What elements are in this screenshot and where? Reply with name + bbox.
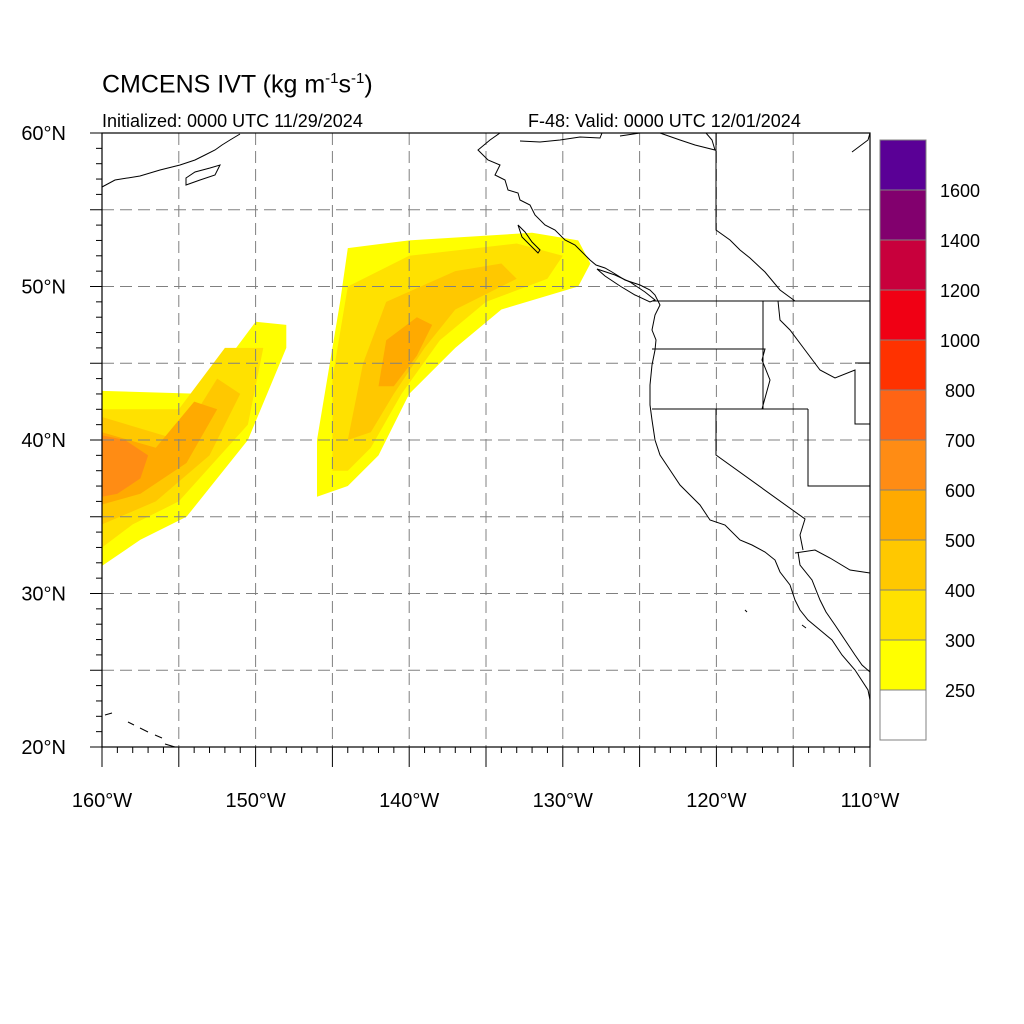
colorbar-label: 800	[945, 381, 975, 401]
lon-tick-label: 150°W	[225, 790, 285, 812]
lon-tick-label: 110°W	[841, 790, 900, 812]
colorbar-box	[879, 189, 927, 241]
ivt-contour-east-400	[347, 263, 517, 440]
axis-ticks	[90, 132, 871, 767]
colorbar-box	[879, 539, 927, 591]
lat-tick-label: 30°N	[21, 584, 66, 606]
colorbar-label: 1200	[940, 281, 980, 301]
lon-tick-label: 120°W	[686, 790, 746, 812]
us-mexico-border	[794, 549, 870, 574]
hawaii-islands	[104, 712, 176, 747]
valid-time-subtitle: F-48: Valid: 0000 UTC 12/01/2024	[528, 111, 801, 131]
gulf-of-california-islands	[744, 609, 807, 629]
bc-alberta-border	[715, 133, 796, 302]
colorbar-label: 1000	[940, 331, 980, 351]
utah-arizona-border	[807, 409, 870, 487]
lon-tick-label: 160°W	[72, 790, 132, 812]
initialized-subtitle: Initialized: 0000 UTC 11/29/2024	[102, 111, 363, 131]
alaska-coastline	[102, 133, 241, 188]
baja-california-coast	[797, 551, 870, 673]
colorbar-label: 700	[945, 431, 975, 451]
lon-tick-label: 140°W	[379, 790, 439, 812]
colorbar-box	[879, 639, 927, 691]
colorbar-box	[879, 439, 927, 491]
colorbar-box	[879, 289, 927, 341]
colorbar-label: 600	[945, 481, 975, 501]
ivt-shading	[102, 232, 591, 566]
axis-labels: 160°W 150°W 140°W 130°W 120°W 110°W 20°N 30°N 40…	[21, 123, 899, 812]
chart-title: CMCENS IVT (kg m-1s-1)	[102, 70, 373, 99]
colorbar-box	[879, 389, 927, 441]
colorbar-box	[879, 689, 927, 741]
lat-tick-label: 40°N	[21, 430, 66, 452]
colorbar-label: 1600	[940, 181, 980, 201]
colorbar-label: 500	[945, 531, 975, 551]
colorbar-box	[879, 589, 927, 641]
colorbar-label: 1400	[940, 231, 980, 251]
ivt-contour-east-500	[378, 317, 433, 387]
colorbar-label: 400	[945, 581, 975, 601]
colorbar-box	[879, 139, 927, 191]
lon-tick-label: 130°W	[533, 790, 593, 812]
nevada-california-border	[715, 409, 806, 551]
colorbar: 250 300 400 500 600 700 800 1000 1200 1400 1600	[879, 139, 980, 741]
lat-tick-label: 60°N	[21, 123, 66, 145]
colorbar-box	[879, 339, 927, 391]
colorbar-box	[879, 239, 927, 291]
oregon-border	[652, 348, 808, 410]
colorbar-box	[879, 489, 927, 541]
political-borders	[652, 133, 870, 574]
lat-lon-gridlines	[102, 133, 870, 747]
north-america-coastline	[477, 133, 870, 701]
idaho-border	[762, 300, 870, 425]
colorbar-label: 250	[945, 681, 975, 701]
lat-tick-label: 20°N	[21, 737, 66, 759]
ivt-contour-west-600	[102, 435, 149, 497]
haida-gwaii	[517, 224, 541, 254]
vancouver-island	[596, 268, 656, 303]
colorbar-label: 300	[945, 631, 975, 651]
lat-tick-label: 50°N	[21, 277, 66, 299]
